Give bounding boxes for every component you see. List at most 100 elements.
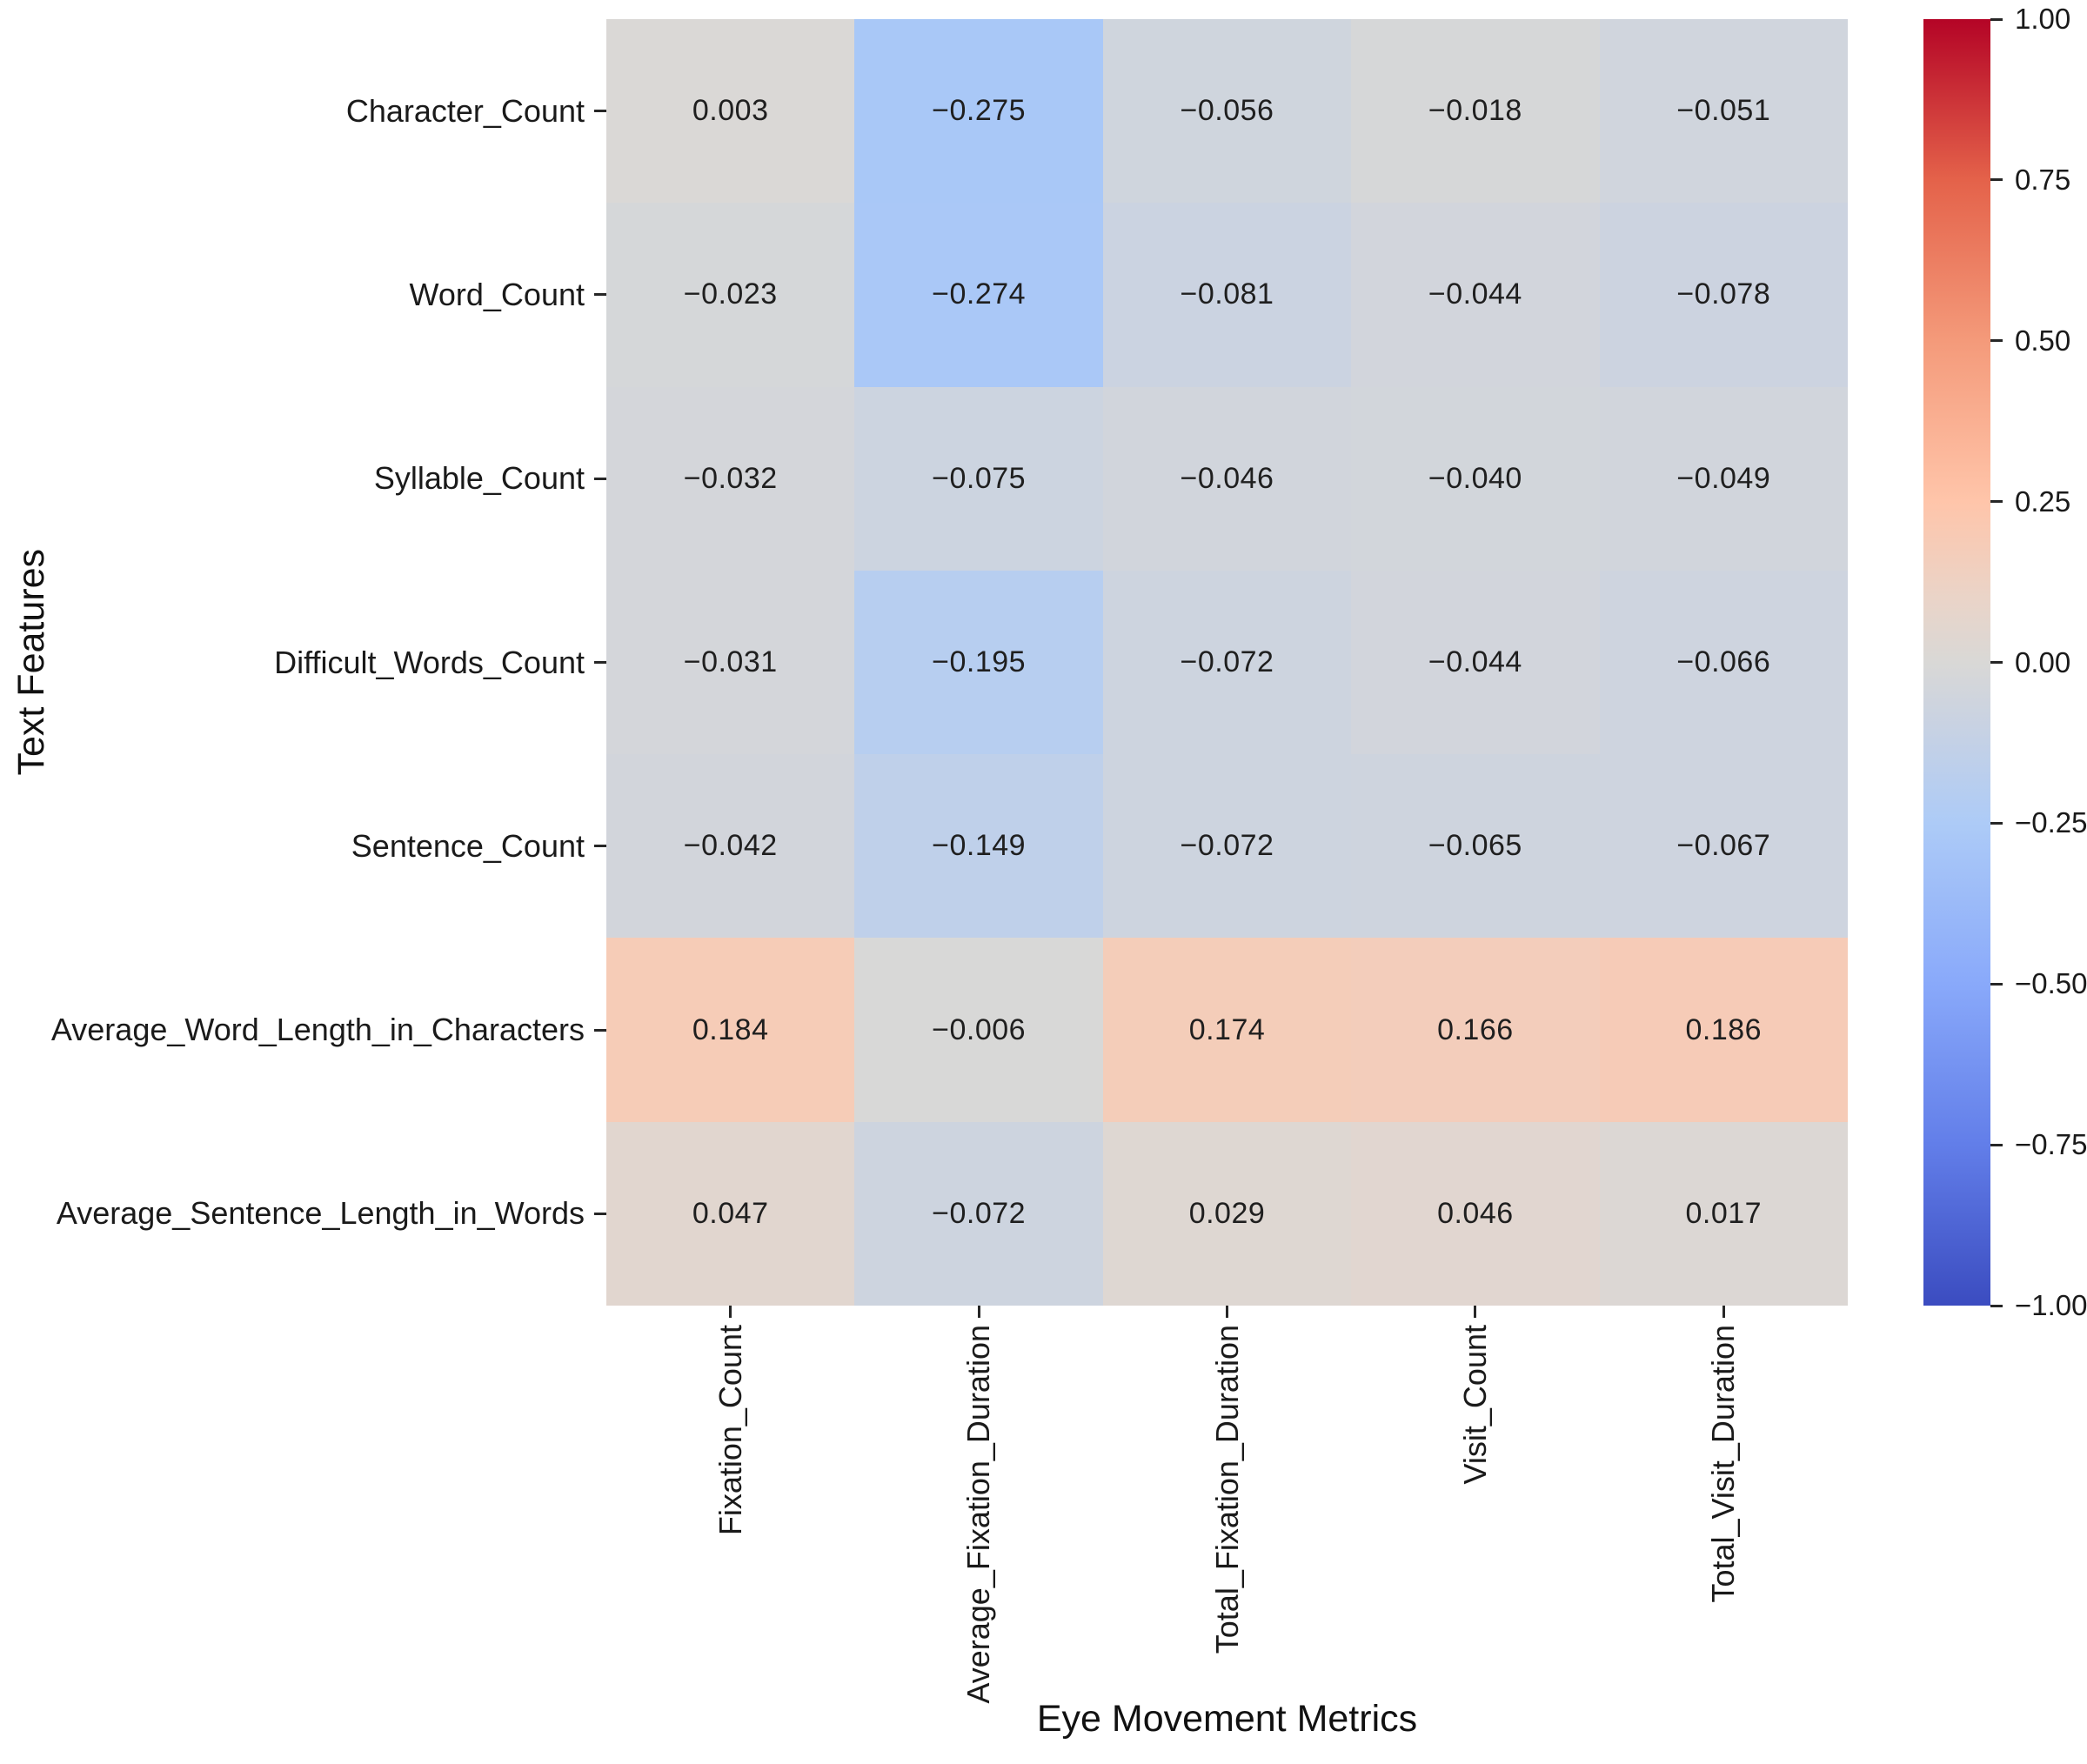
heatmap-cell: −0.044 [1351, 203, 1600, 387]
heatmap-cell: −0.072 [854, 1121, 1103, 1306]
heatmap-cell: −0.032 [606, 386, 855, 571]
x-tick-label: Average_Fixation_Duration [960, 1325, 997, 1704]
colorbar [1923, 19, 1990, 1306]
cell-value: −0.032 [683, 461, 778, 495]
y-tick-mark [594, 293, 606, 297]
x-tick-mark [977, 1306, 980, 1318]
colorbar-tick-mark [1990, 1143, 2003, 1146]
heatmap-cell: −0.275 [854, 19, 1103, 204]
cell-value: −0.081 [1180, 277, 1274, 311]
heatmap-cell: −0.065 [1351, 754, 1600, 939]
y-tick-label: Character_Count [345, 92, 585, 129]
heatmap-cell: −0.072 [1102, 754, 1352, 939]
colorbar-tick-mark [1990, 982, 2003, 986]
heatmap-cell: −0.042 [606, 754, 855, 939]
heatmap-cell: −0.031 [606, 570, 855, 755]
heatmap-cell: −0.195 [854, 570, 1103, 755]
cell-value: 0.047 [692, 1196, 769, 1230]
colorbar-tick-label: 0.50 [2015, 324, 2071, 357]
y-tick-mark [594, 1028, 606, 1032]
heatmap-cell: −0.056 [1102, 19, 1352, 204]
heatmap-cell: −0.067 [1599, 754, 1848, 939]
y-tick-label: Difficult_Words_Count [274, 644, 585, 680]
heatmap-cell: −0.044 [1351, 570, 1600, 755]
y-tick-mark [594, 477, 606, 480]
y-tick-label: Average_Word_Length_in_Characters [50, 1012, 585, 1048]
y-tick-mark [594, 110, 606, 113]
x-tick-mark [1226, 1306, 1228, 1318]
cell-value: −0.072 [1180, 645, 1274, 678]
y-tick-mark [594, 1212, 606, 1215]
cell-value: −0.078 [1676, 277, 1771, 311]
cell-value: 0.186 [1685, 1012, 1763, 1046]
heatmap-cell: −0.046 [1102, 386, 1352, 571]
x-tick-label: Fixation_Count [712, 1325, 748, 1536]
heatmap-cell: 0.003 [606, 19, 855, 204]
y-tick-label: Word_Count [409, 276, 585, 312]
heatmap-cell: 0.184 [606, 938, 855, 1122]
cell-value: −0.065 [1428, 829, 1522, 863]
cell-value: 0.166 [1437, 1012, 1514, 1046]
y-tick-mark [594, 661, 606, 664]
cell-value: −0.044 [1428, 645, 1522, 678]
heatmap-cell: −0.006 [854, 938, 1103, 1122]
colorbar-tick-label: 1.00 [2015, 3, 2071, 35]
colorbar-tick-mark [1990, 17, 2003, 21]
cell-value: 0.174 [1188, 1012, 1266, 1046]
colorbar-tick-label: −0.25 [2015, 806, 2087, 839]
x-tick-label: Total_Fixation_Duration [1208, 1325, 1245, 1654]
cell-value: −0.195 [932, 645, 1027, 678]
colorbar-tick-label: −0.50 [2015, 967, 2087, 1000]
x-axis-title: Eye Movement Metrics [1036, 1698, 1418, 1740]
cell-value: −0.049 [1676, 461, 1771, 495]
cell-value: 0.046 [1437, 1196, 1514, 1230]
heatmap-cell: −0.049 [1599, 386, 1848, 571]
colorbar-tick-label: 0.00 [2015, 645, 2071, 678]
y-tick-label: Syllable_Count [373, 460, 585, 497]
cell-value: −0.066 [1676, 645, 1771, 678]
x-tick-mark [1722, 1306, 1725, 1318]
heatmap-cell: −0.066 [1599, 570, 1848, 755]
cell-value: −0.044 [1428, 277, 1522, 311]
cell-value: 0.029 [1188, 1196, 1266, 1230]
x-tick-mark [1474, 1306, 1477, 1318]
cell-value: 0.184 [692, 1012, 769, 1046]
heatmap-cell: 0.174 [1102, 938, 1352, 1122]
colorbar-tick-mark [1990, 178, 2003, 182]
cell-value: −0.056 [1180, 94, 1274, 128]
colorbar-tick-label: 0.25 [2015, 484, 2071, 518]
cell-value: −0.072 [932, 1196, 1027, 1230]
heatmap-cell: 0.166 [1351, 938, 1600, 1122]
colorbar-tick-label: 0.75 [2015, 163, 2071, 196]
cell-value: −0.075 [932, 461, 1027, 495]
colorbar-tick-mark [1990, 661, 2003, 664]
cell-value: −0.274 [932, 277, 1027, 311]
cell-value: −0.042 [683, 829, 778, 863]
heatmap-cell: −0.023 [606, 203, 855, 387]
y-tick-mark [594, 845, 606, 848]
cell-value: −0.067 [1676, 829, 1771, 863]
heatmap-cell: 0.047 [606, 1121, 855, 1306]
heatmap-cell: −0.081 [1102, 203, 1352, 387]
cell-value: −0.051 [1676, 94, 1771, 128]
heatmap-cell: 0.029 [1102, 1121, 1352, 1306]
x-tick-mark [729, 1306, 732, 1318]
cell-value: 0.017 [1685, 1196, 1763, 1230]
colorbar-tick-mark [1990, 1304, 2003, 1307]
cell-value: −0.275 [932, 94, 1027, 128]
heatmap-cell: −0.051 [1599, 19, 1848, 204]
cell-value: −0.040 [1428, 461, 1522, 495]
heatmap-cell: 0.017 [1599, 1121, 1848, 1306]
colorbar-tick-mark [1990, 500, 2003, 504]
cell-value: −0.018 [1428, 94, 1522, 128]
heatmap-cell: 0.046 [1351, 1121, 1600, 1306]
cell-value: 0.003 [692, 94, 769, 128]
heatmap-cell: −0.149 [854, 754, 1103, 939]
cell-value: −0.046 [1180, 461, 1274, 495]
heatmap-grid: 0.003 −0.275 −0.056 −0.018 −0.051 −0.023 −0.27… [606, 19, 1848, 1306]
colorbar-tick-label: −0.75 [2015, 1128, 2087, 1161]
heatmap-cell: 0.186 [1599, 938, 1848, 1122]
heatmap-cell: −0.274 [854, 203, 1103, 387]
cell-value: −0.031 [683, 645, 778, 678]
